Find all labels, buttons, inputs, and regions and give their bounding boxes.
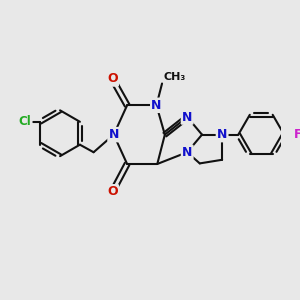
Text: O: O	[107, 185, 118, 198]
Text: N: N	[182, 110, 192, 124]
Text: N: N	[109, 128, 119, 141]
Text: N: N	[217, 128, 227, 141]
Text: Cl: Cl	[19, 115, 31, 128]
Text: O: O	[107, 72, 118, 85]
Text: N: N	[151, 99, 162, 112]
Text: CH₃: CH₃	[164, 72, 186, 82]
Text: O: O	[107, 185, 118, 198]
Text: O: O	[107, 72, 118, 85]
Text: F: F	[294, 128, 300, 141]
Text: N: N	[182, 146, 192, 159]
